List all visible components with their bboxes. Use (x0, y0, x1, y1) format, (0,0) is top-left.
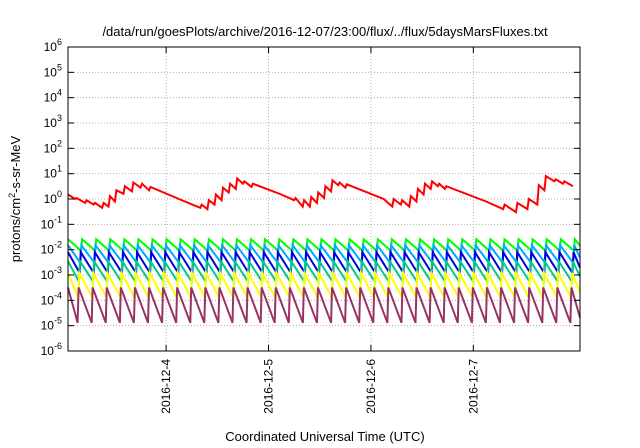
y-tick-label: 10-5 (41, 316, 62, 333)
y-tick-label: 10-1 (41, 214, 62, 231)
y-tick-label: 10-2 (41, 240, 62, 257)
y-tick-label: 101 (44, 164, 62, 181)
chart-title: /data/run/goesPlots/archive/2016-12-07/2… (102, 24, 548, 39)
y-tick-label: 102 (44, 138, 62, 155)
y-tick-label: 10-3 (41, 265, 62, 282)
y-axis-label-main: protons/cm (8, 198, 23, 262)
series-line (67, 269, 581, 302)
x-tick-label: 2016-12-4 (159, 359, 173, 414)
x-axis: 2016-12-4 2016-12-5 2016-12-6 2016-12-7 (159, 47, 480, 414)
y-axis-label-units: -s-sr-MeV (8, 135, 23, 192)
x-tick-label: 2016-12-6 (364, 359, 378, 414)
series-line (67, 174, 574, 214)
series-line (67, 287, 581, 324)
y-tick-label: 103 (44, 113, 62, 130)
series-line (67, 248, 581, 277)
x-tick-label: 2016-12-5 (262, 359, 276, 414)
x-tick-label: 2016-12-7 (466, 359, 480, 414)
y-axis: 10-6 10-5 10-4 10-3 10-2 10-1 100 101 102 103 104 1… (41, 37, 580, 358)
series-line (67, 236, 581, 253)
y-tick-label: 10-4 (41, 290, 62, 307)
plot-series (67, 174, 581, 324)
series-line (67, 258, 581, 286)
y-tick-label: 10-6 (41, 341, 62, 358)
series-line (67, 242, 581, 266)
y-tick-label: 104 (44, 88, 62, 105)
y-tick-label: 100 (44, 189, 62, 206)
y-tick-label: 106 (44, 37, 62, 54)
x-axis-label: Coordinated Universal Time (UTC) (225, 429, 424, 444)
y-tick-label: 105 (44, 62, 62, 79)
y-axis-label: protons/cm2-s-sr-MeV (7, 135, 23, 262)
y-axis-label-superscript: 2 (7, 193, 17, 198)
